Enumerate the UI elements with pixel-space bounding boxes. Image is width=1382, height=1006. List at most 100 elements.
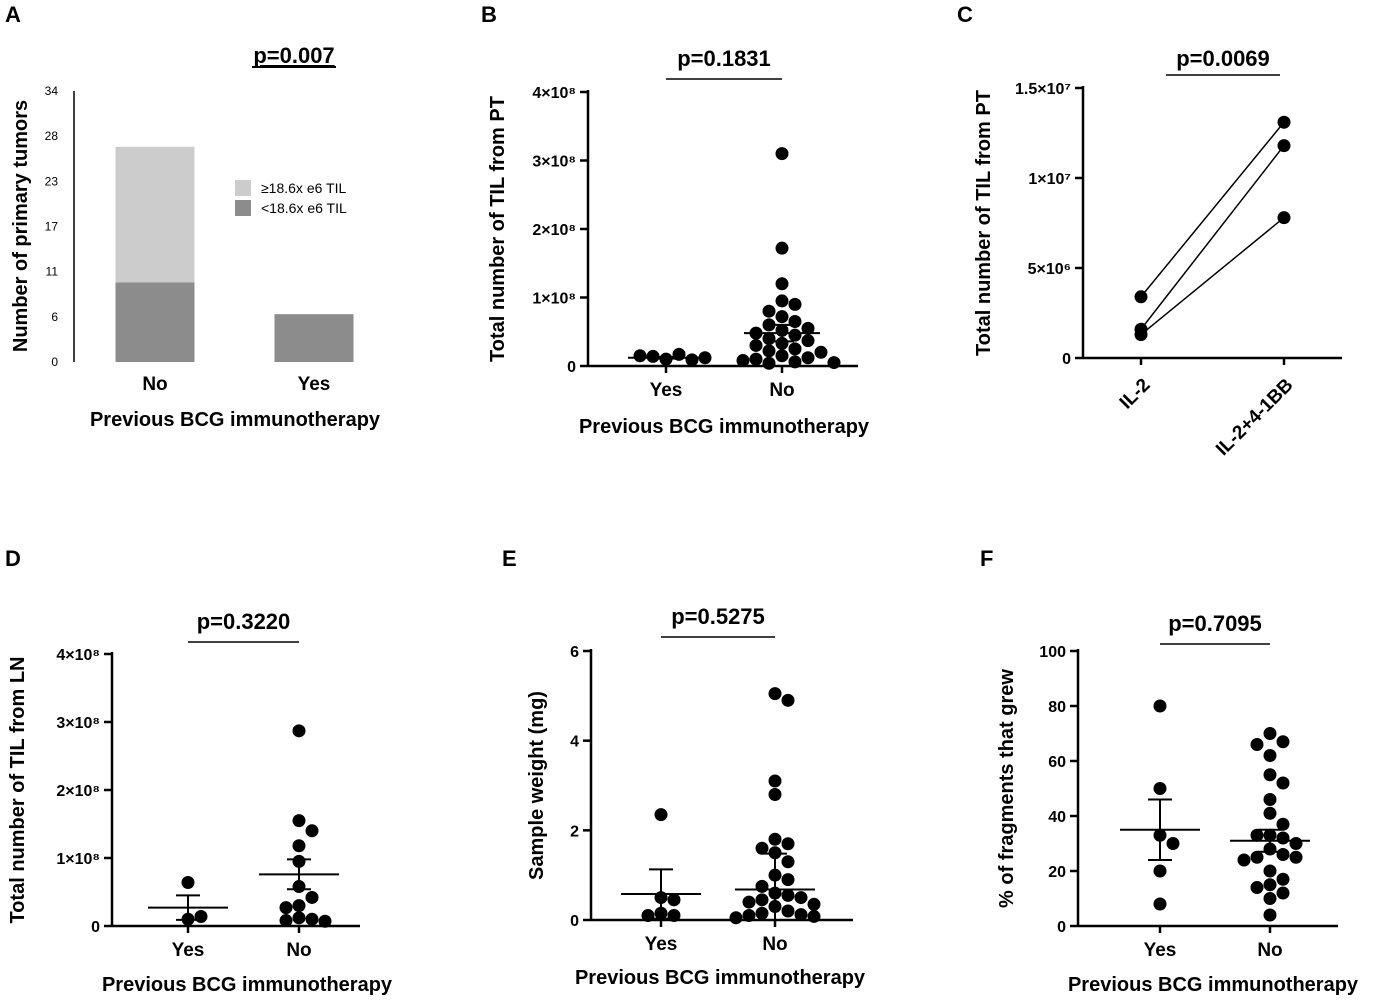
data-point (1263, 749, 1277, 762)
data-point (646, 349, 660, 363)
y-tick-label: 6 (570, 644, 579, 661)
data-point (1276, 872, 1290, 886)
p-value: p=0.7095 (1168, 611, 1262, 636)
x-axis-title: Previous BCG immunotherapy (579, 416, 870, 438)
panel-label-d: D (5, 546, 21, 571)
data-point (788, 355, 802, 369)
y-tick-label: 4 (570, 734, 579, 751)
panel-e-scatter-chart: 0 2 4 6 Yes No p=0.5275 Sample weight (mg) Previ… (526, 604, 866, 989)
data-point (762, 304, 776, 318)
p-value: p=0.007 (253, 43, 334, 68)
data-point (775, 310, 789, 324)
data-point (788, 328, 802, 342)
data-point (279, 914, 293, 928)
data-point (768, 687, 782, 701)
data-point (279, 901, 293, 915)
data-point (788, 297, 802, 311)
data-point (755, 906, 769, 920)
data-point (762, 356, 776, 370)
data-point (1250, 828, 1264, 842)
data-point (781, 873, 795, 887)
y-tick-label: 34 (45, 84, 59, 98)
data-point (1153, 897, 1167, 911)
data-point (742, 909, 756, 923)
x-tick-label: Yes (298, 374, 331, 395)
panel-d-scatter-chart: 0 1×10⁸ 2×10⁸ 3×10⁸ 4×10⁸ Yes No p=0.3220 Total … (7, 609, 393, 996)
data-point (1277, 139, 1291, 153)
data-point (292, 899, 306, 913)
y-tick-label: 2 (570, 823, 579, 840)
p-value: p=0.0069 (1176, 46, 1270, 71)
x-tick-label: No (1257, 940, 1282, 961)
y-tick-label: 6 (51, 310, 58, 324)
data-point (768, 774, 782, 788)
data-point (194, 909, 208, 923)
y-tick-label: 40 (1048, 809, 1066, 826)
y-tick-label: 2×10⁸ (56, 783, 100, 800)
data-point (801, 334, 815, 348)
y-tick-label: 1×10⁸ (56, 851, 100, 868)
y-tick-label: 1×10⁷ (1028, 171, 1071, 188)
data-point (781, 904, 795, 918)
data-point (768, 787, 782, 801)
data-point (807, 897, 821, 911)
data-point (1237, 853, 1251, 867)
data-point (305, 890, 319, 904)
data-point (762, 318, 776, 332)
x-axis-title: Previous BCG immunotherapy (1068, 974, 1359, 996)
data-point (1250, 738, 1264, 751)
x-axis-title: Previous BCG immunotherapy (90, 409, 381, 431)
data-point (1276, 848, 1290, 861)
data-point (1263, 892, 1277, 905)
y-tick-label: 60 (1048, 754, 1066, 771)
x-tick-label: No (142, 374, 167, 395)
data-point (1276, 831, 1290, 845)
data-point (181, 875, 195, 889)
x-tick-label: No (286, 940, 311, 961)
data-point (736, 354, 750, 368)
data-point (1134, 290, 1148, 304)
legend-swatch (235, 200, 251, 216)
data-point (1153, 864, 1167, 878)
data-point (1276, 735, 1290, 749)
x-axis-title: Previous BCG immunotherapy (102, 974, 393, 996)
p-value: p=0.5275 (671, 604, 765, 629)
data-point (1263, 878, 1277, 892)
data-point (318, 914, 332, 928)
x-tick-label: No (769, 380, 794, 401)
data-point (1277, 115, 1291, 129)
panel-label-e: E (502, 546, 517, 571)
data-point (1263, 727, 1277, 740)
y-axis-title: Number of primary tumors (10, 100, 32, 352)
data-point (781, 888, 795, 902)
data-point (801, 351, 815, 365)
panel-label-a: A (5, 2, 21, 27)
data-point (292, 814, 306, 828)
data-point (305, 824, 319, 838)
data-point (292, 839, 306, 853)
x-tick-label: IL-2+4-1BB (1212, 375, 1297, 460)
data-point (1289, 850, 1303, 864)
legend-swatch (235, 180, 251, 196)
data-point (1263, 793, 1277, 806)
data-point (788, 314, 802, 328)
data-point (1263, 768, 1277, 782)
y-tick-label: 0 (1057, 919, 1066, 936)
paired-line (1140, 121, 1285, 298)
y-tick-label: 5×10⁶ (1028, 261, 1071, 278)
data-point (633, 349, 647, 363)
y-tick-label: 3×10⁸ (56, 715, 100, 732)
x-tick-label: IL-2 (1116, 375, 1155, 414)
data-point (775, 147, 789, 161)
bar-segment (115, 146, 195, 283)
data-point (775, 294, 789, 308)
x-tick-label: Yes (650, 380, 683, 401)
y-tick-label: 17 (45, 220, 59, 234)
y-tick-label: 11 (46, 265, 59, 279)
data-point (1153, 699, 1167, 713)
data-point (641, 909, 655, 923)
data-point (762, 344, 776, 358)
data-point (781, 855, 795, 869)
data-point (801, 321, 815, 335)
